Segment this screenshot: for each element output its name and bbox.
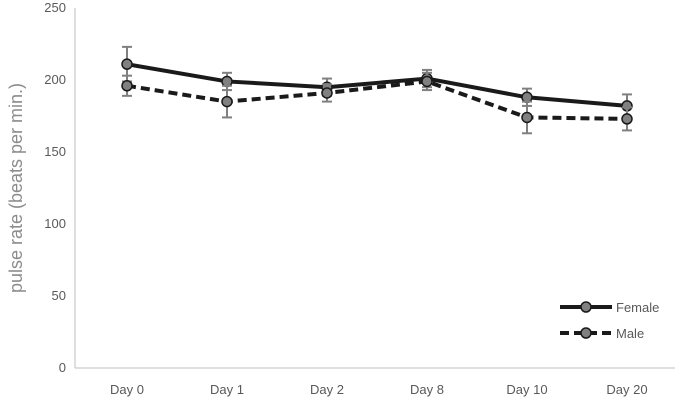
y-tick-label: 100 [44, 216, 66, 231]
data-point [521, 111, 533, 124]
legend: Female Male [560, 300, 659, 341]
y-tick-label: 50 [52, 288, 66, 303]
legend-label: Male [616, 326, 644, 341]
x-tick-label: Day 1 [210, 382, 244, 397]
x-tick-label: Day 2 [310, 382, 344, 397]
data-point [321, 87, 333, 99]
series-line-male [126, 79, 628, 121]
x-tick-label: Day 10 [506, 382, 547, 397]
y-axis-ticks: 0 50 100 150 200 250 [44, 0, 66, 375]
y-tick-label: 200 [44, 72, 66, 87]
data-point [121, 80, 133, 92]
series-group [121, 45, 633, 135]
x-tick-label: Day 8 [410, 382, 444, 397]
series-female [121, 45, 633, 119]
y-tick-label: 150 [44, 144, 66, 159]
x-tick-label: Day 0 [110, 382, 144, 397]
y-tick-label: 0 [59, 360, 66, 375]
series-line-female [126, 62, 628, 108]
data-point [121, 58, 133, 70]
legend-swatch-marker [580, 327, 592, 339]
data-point [621, 113, 633, 125]
axes [74, 8, 675, 369]
series-male [121, 71, 633, 135]
x-tick-label: Day 20 [606, 382, 647, 397]
y-axis-title: pulse rate (beats per min.) [6, 83, 26, 293]
y-tick-label: 250 [44, 0, 66, 15]
x-axis-ticks: Day 0 Day 1 Day 2 Day 8 Day 10 Day 20 [110, 382, 648, 397]
legend-swatch-marker [580, 301, 592, 313]
legend-label: Female [616, 300, 659, 315]
data-point [221, 95, 233, 108]
data-point [421, 75, 433, 88]
